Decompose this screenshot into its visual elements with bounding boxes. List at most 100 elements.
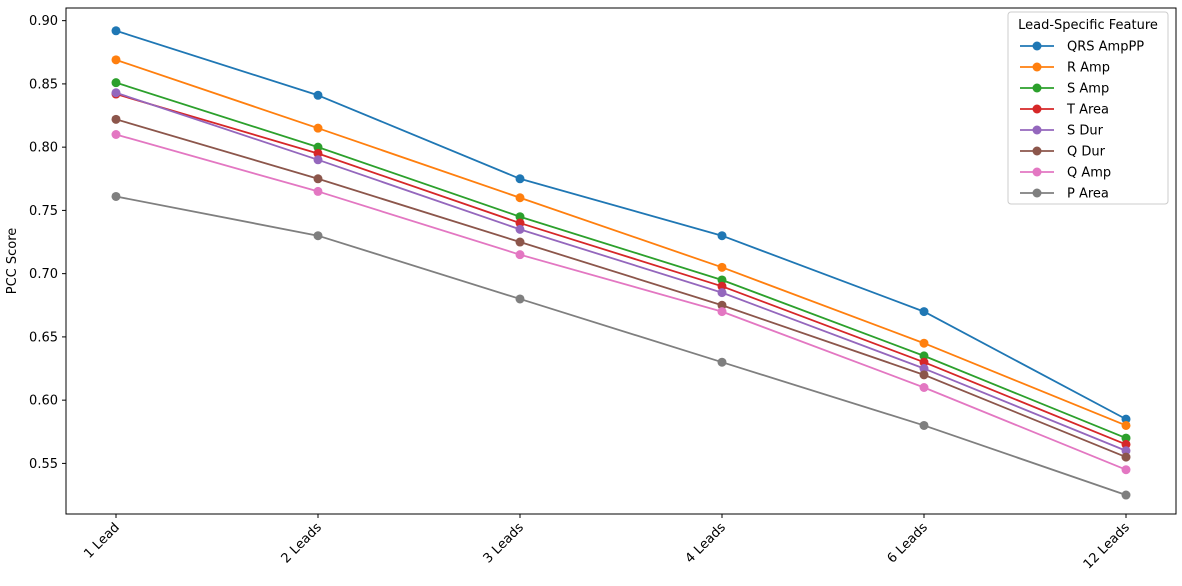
data-point [515,250,525,260]
data-point [313,174,323,184]
legend-item: Q Amp [1020,166,1111,181]
data-point [717,262,727,272]
data-point [919,420,929,430]
legend-label: QRS AmpPP [1067,40,1144,55]
data-point [515,224,525,234]
series-line [115,59,1127,427]
legend-item: Q Dur [1020,145,1106,160]
series-line [115,91,1127,452]
legend-marker [1032,104,1042,114]
legend-marker [1032,41,1042,51]
legend-label: Q Dur [1067,145,1106,160]
legend-item: S Dur [1020,124,1104,139]
data-point [111,114,121,124]
y-tick-label: 0.70 [29,267,58,282]
data-point [515,294,525,304]
legend-label: P Area [1067,187,1109,202]
data-point [1121,439,1131,449]
x-tick-label: 1 Lead [81,520,122,561]
y-axis: 0.55 0.60 0.65 0.70 0.75 0.80 0.85 0.90 [29,14,66,472]
data-point [313,186,323,196]
series-line [115,93,1127,446]
data-point [111,130,121,139]
legend-box [1007,11,1169,205]
data-point [515,193,525,203]
data-point [919,351,929,361]
x-tick-label: 2 Leads [279,520,325,566]
legend-title: Lead-Specific Feature [1018,18,1158,33]
data-point [717,281,727,291]
y-tick-label: 0.65 [29,330,58,345]
data-point [313,90,323,100]
series-line [115,29,1127,420]
legend-label: S Amp [1067,82,1109,97]
data-point [313,148,323,158]
legend-marker [1032,62,1042,72]
data-point [1121,446,1131,456]
data-point [717,275,727,285]
series-s-dur [111,88,1131,456]
series-layer [111,26,1131,500]
series-line [115,81,1127,439]
legend-label: T Area [1066,103,1109,118]
y-tick-label: 0.80 [29,141,58,156]
series-t-area [111,89,1131,449]
data-point [515,212,525,222]
data-point [919,357,929,367]
x-tick-label: 6 Leads [885,520,931,566]
legend-item: P Area [1020,187,1109,202]
legend-item: T Area [1020,103,1109,118]
data-point [313,231,323,241]
x-axis: 1 Lead 2 Leads 3 Leads 4 Leads 6 Leads 12 Lea… [81,514,1133,572]
legend-marker [1032,146,1042,156]
data-point [515,237,525,247]
data-point [313,155,323,165]
legend-label: S Dur [1067,124,1104,139]
data-point [313,123,323,133]
y-tick-label: 0.60 [29,394,58,409]
x-tick-label: 12 Leads [1081,520,1133,572]
legend: Lead-Specific Feature QRS AmpPP R Amp S Am… [1007,11,1169,205]
data-point [717,357,727,367]
legend-marker [1032,167,1042,177]
y-tick-label: 0.55 [29,457,58,472]
data-point [1121,490,1131,500]
series-line [115,118,1127,458]
plot-area-frame [65,7,1177,515]
y-tick-label: 0.75 [29,204,58,219]
data-point [111,88,121,98]
data-point [1121,420,1131,430]
series-r-amp [111,55,1131,430]
data-point [515,174,525,184]
data-point [1121,414,1131,424]
data-point [1121,433,1131,443]
legend-label: R Amp [1067,61,1110,76]
data-point [919,383,929,392]
y-tick-label: 0.90 [29,14,58,29]
series-p-area [111,191,1131,500]
series-s-amp [111,78,1131,443]
data-point [1121,452,1131,462]
data-point [919,364,929,374]
legend-item: S Amp [1020,82,1109,97]
data-point [919,338,929,348]
series-q-amp [111,130,1131,475]
legend-label: Q Amp [1067,166,1111,181]
legend-marker [1032,83,1042,93]
data-point [111,26,121,36]
data-point [111,55,121,65]
data-point [717,307,727,317]
data-point [919,307,929,317]
data-point [717,300,727,310]
series-qrs-amppp [111,26,1131,424]
data-point [111,191,121,201]
data-point [111,78,121,88]
x-tick-label: 4 Leads [683,520,729,566]
data-point [313,142,323,152]
x-tick-label: 3 Leads [481,520,527,566]
y-tick-label: 0.85 [29,77,58,92]
data-point [919,370,929,380]
legend-item: QRS AmpPP [1020,40,1144,55]
y-axis-title: PCC Score [5,228,20,295]
